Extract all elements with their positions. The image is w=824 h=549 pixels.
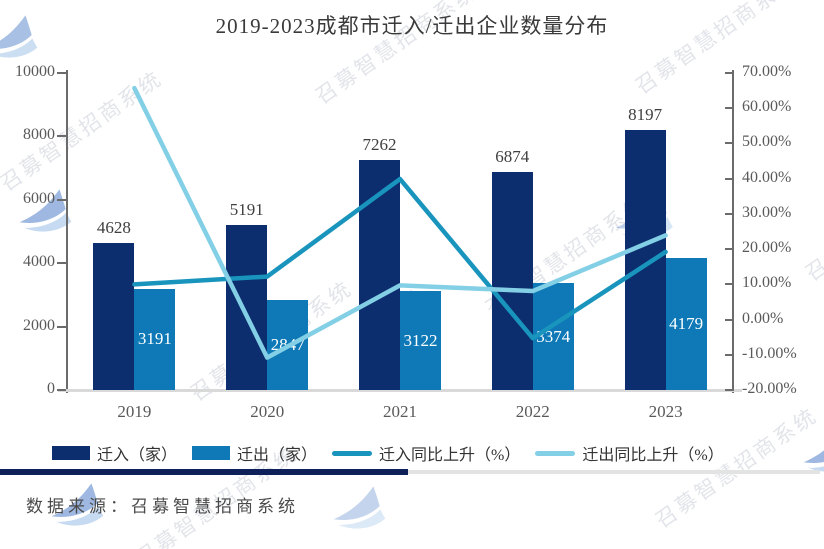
y-axis-left-tick <box>57 72 66 74</box>
y-axis-left-tick <box>57 135 66 138</box>
bar-qianchu <box>665 257 707 390</box>
y-axis-right-tick <box>725 248 734 251</box>
legend-label: 迁入（家） <box>97 447 178 464</box>
y-axis-left-tick-label: 0 <box>47 380 55 397</box>
bar-value-label-qianchu: 3122 <box>403 330 438 350</box>
y-axis-left-tick <box>57 325 66 328</box>
y-axis-right-tick-label: 60.00% <box>742 98 792 116</box>
bar-qianru <box>359 159 400 390</box>
y-axis-left-tick-label: 6000 <box>23 189 55 207</box>
bar-value-label-qianchu: 2847 <box>270 334 305 354</box>
y-axis-right-tick <box>725 353 734 356</box>
bar-qianru <box>93 243 135 390</box>
y-axis-right-tick-label: 70.00% <box>742 63 792 80</box>
bar-qianru <box>226 225 268 390</box>
legend-item-qianchu-bar: 迁出（家） <box>192 441 317 465</box>
y-axis-right-tick-label: -20.00% <box>742 380 797 397</box>
y-axis-left-tick-label: 10000 <box>15 63 55 80</box>
legend-swatch-line-out <box>535 450 576 456</box>
y-axis-right-tick-label: 30.00% <box>742 203 792 221</box>
x-axis-category-label: 2021 <box>383 402 417 421</box>
y-axis-left-tick <box>57 198 66 201</box>
chart-title: 2019-2023成都市迁入/迁出企业数量分布 <box>215 14 609 38</box>
y-axis-right-tick-label: 20.00% <box>742 239 792 257</box>
footer-divider-navy <box>0 469 408 475</box>
legend-item-qianru-bar: 迁入（家） <box>52 441 177 465</box>
y-axis-left-tick-label: 8000 <box>23 126 55 144</box>
legend-item-qianru-line: 迁入同比上升（%） <box>332 441 520 465</box>
y-axis-right-tick <box>725 142 734 145</box>
data-source-note: 数据来源：召募智慧招商系统 <box>26 497 299 516</box>
legend-swatch-bar-in <box>52 446 90 460</box>
bar-value-label-qianru: 4628 <box>96 218 131 238</box>
y-axis-right-tick <box>725 177 734 180</box>
bar-value-label-qianchu: 4179 <box>669 313 704 333</box>
y-axis-right-line <box>732 70 734 393</box>
bar-value-label-qianru: 8197 <box>628 105 663 125</box>
y-axis-right-tick-label: -10.00% <box>742 344 797 362</box>
legend-swatch-bar-out <box>192 446 231 460</box>
legend-item-qianchu-line: 迁出同比上升（%） <box>535 441 724 465</box>
bar-value-label-qianru: 6874 <box>495 147 530 167</box>
legend: 迁入（家） 迁出（家） 迁入同比上升（%） 迁出同比上升（%） <box>52 441 724 465</box>
y-axis-right-tick-label: 40.00% <box>742 168 792 186</box>
legend-label: 迁出（家） <box>237 447 318 464</box>
y-axis-left-tick <box>57 389 66 391</box>
footer-divider-gray <box>408 470 820 474</box>
x-axis-category-label: 2022 <box>515 402 550 421</box>
y-axis-right-tick <box>725 212 734 215</box>
watermark-sail-logo-icon <box>803 450 824 472</box>
bar-qianru <box>491 172 533 390</box>
x-axis-line <box>58 389 742 392</box>
y-axis-right-tick-label: 10.00% <box>742 274 792 292</box>
bar-qianru <box>624 130 666 390</box>
y-axis-right-tick <box>725 283 734 286</box>
bar-value-label-qianchu: 3374 <box>536 326 571 346</box>
x-axis-category-label: 2019 <box>117 402 152 421</box>
y-axis-right-tick-label: 0.00% <box>742 309 784 327</box>
y-axis-right-tick <box>725 389 734 391</box>
x-axis-category-label: 2020 <box>250 402 285 421</box>
y-axis-left-tick <box>57 262 66 265</box>
y-axis-left-line <box>66 70 68 393</box>
y-axis-right-tick <box>725 318 734 321</box>
y-axis-left-tick-label: 2000 <box>23 316 55 334</box>
bar-value-label-qianru: 7262 <box>362 134 397 154</box>
bar-value-label-qianru: 5191 <box>229 200 264 220</box>
watermark-text: 召募智慧招商系统 <box>801 155 824 286</box>
legend-label: 迁出同比上升（%） <box>582 447 724 464</box>
y-axis-right-tick <box>725 72 734 74</box>
bar-value-label-qianchu: 3191 <box>137 329 172 349</box>
y-axis-right-tick <box>725 107 734 110</box>
watermark-sail-logo-icon <box>333 486 386 529</box>
legend-swatch-line-in <box>332 450 373 456</box>
legend-label: 迁入同比上升（%） <box>379 447 521 464</box>
y-axis-left-tick-label: 4000 <box>23 253 55 271</box>
x-axis-category-label: 2023 <box>648 402 683 421</box>
y-axis-right-tick-label: 50.00% <box>742 133 792 151</box>
